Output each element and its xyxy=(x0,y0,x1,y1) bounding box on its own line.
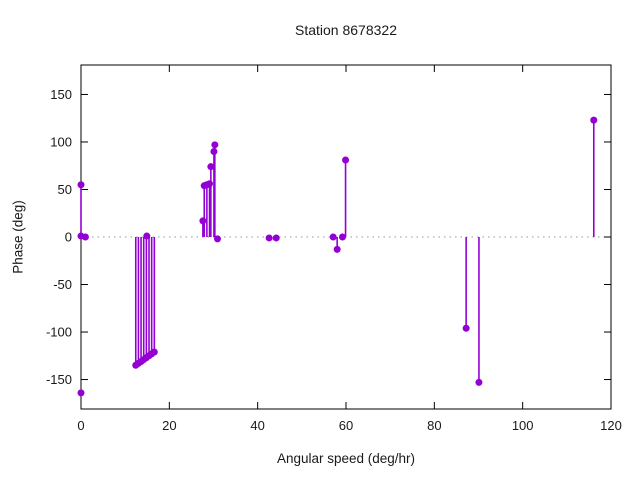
data-point xyxy=(77,389,85,397)
x-tick-label: 20 xyxy=(162,418,176,433)
data-points xyxy=(77,116,598,397)
x-tick-label: 80 xyxy=(427,418,441,433)
data-point xyxy=(206,180,214,188)
impulse-stems xyxy=(80,120,595,383)
data-point xyxy=(338,233,346,241)
data-point xyxy=(211,141,219,149)
data-point xyxy=(150,348,158,356)
x-tick-label: 120 xyxy=(600,418,622,433)
y-tick-label: -100 xyxy=(46,325,72,340)
data-point xyxy=(590,116,598,124)
y-tick-label: 150 xyxy=(50,87,72,102)
x-tick-label: 40 xyxy=(250,418,264,433)
x-axis-label: Angular speed (deg/hr) xyxy=(276,451,416,466)
x-tick-label: 60 xyxy=(339,418,353,433)
data-point xyxy=(210,147,218,155)
axis-tick-labels: 0 20 40 60 80 100 120 -150 -100 -50 0 50 100 150 xyxy=(46,87,622,433)
x-tick-label: 100 xyxy=(512,418,534,433)
x-tick-label: 0 xyxy=(77,418,84,433)
data-point xyxy=(329,233,337,241)
y-tick-label: 100 xyxy=(50,134,72,149)
data-point xyxy=(81,233,89,241)
data-point xyxy=(213,235,221,243)
y-tick-label: 50 xyxy=(58,182,72,197)
chart-title: Station 8678322 xyxy=(295,22,397,38)
data-point xyxy=(143,232,151,240)
data-point xyxy=(207,163,215,171)
data-point xyxy=(462,324,470,332)
data-point xyxy=(265,234,273,242)
data-point xyxy=(199,217,207,225)
y-tick-label: 0 xyxy=(65,230,72,245)
axis-ticks xyxy=(80,65,612,409)
y-tick-label: -150 xyxy=(46,372,72,387)
y-tick-label: -50 xyxy=(53,277,72,292)
data-point xyxy=(342,156,350,164)
data-point xyxy=(77,181,85,189)
data-point xyxy=(272,234,280,242)
data-point xyxy=(333,245,341,253)
data-point xyxy=(475,378,483,386)
